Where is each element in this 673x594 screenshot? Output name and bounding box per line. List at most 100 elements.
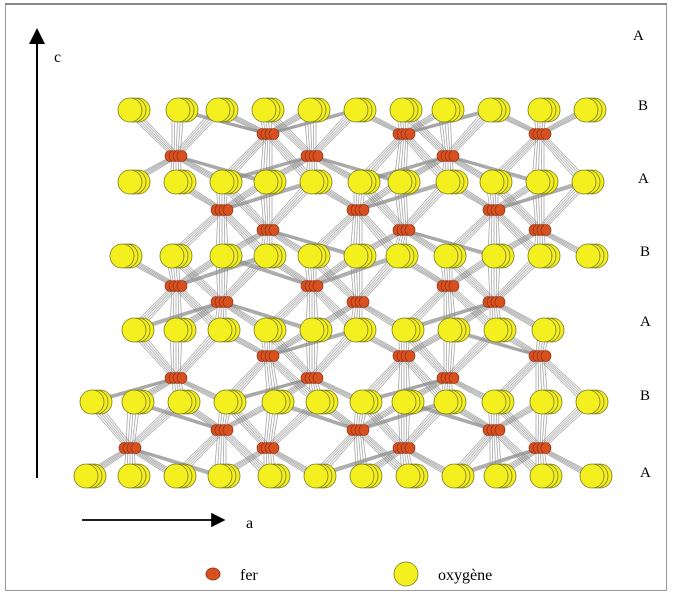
bond-line xyxy=(401,229,492,257)
oxygen-atom-disc xyxy=(529,389,555,415)
oxygen-atom-disc xyxy=(387,169,413,195)
oxygen-atom-disc xyxy=(385,243,411,269)
bond-line xyxy=(219,209,264,257)
bond-line xyxy=(359,401,450,431)
iron-atom-disc xyxy=(404,350,416,362)
bond-line xyxy=(491,209,538,257)
oxygen-atom-disc xyxy=(167,389,193,415)
bond-line xyxy=(353,255,393,303)
oxygen-atom-disc xyxy=(441,463,467,489)
bond-line xyxy=(401,355,444,403)
oxygen-atom xyxy=(305,389,339,415)
layer-labels: A B A B A B A xyxy=(633,28,651,481)
iron-atom-disc xyxy=(494,296,506,308)
iron-atom-disc xyxy=(448,372,460,384)
bond-line xyxy=(357,401,447,431)
oxygen-atom xyxy=(167,389,201,415)
bond-line xyxy=(127,401,178,449)
oxygen-atom xyxy=(579,463,613,489)
oxygen-atom xyxy=(479,169,513,195)
bond-line xyxy=(177,255,270,287)
iron-atom xyxy=(210,296,234,308)
bond-line xyxy=(219,255,264,303)
oxygen-atom-disc xyxy=(163,317,189,343)
oxygen-atom xyxy=(297,243,331,269)
oxygen-atom xyxy=(253,243,287,269)
layer-label: A xyxy=(640,314,651,330)
bond-line xyxy=(309,285,354,331)
oxygen-atom xyxy=(391,389,425,415)
iron-atom xyxy=(210,204,234,216)
oxygen-atom xyxy=(391,317,425,343)
oxygen-atom xyxy=(163,169,197,195)
oxygen-atom xyxy=(343,243,377,269)
iron-atom-disc xyxy=(448,150,460,162)
bond-line xyxy=(217,255,261,303)
oxygen-atom xyxy=(299,169,333,195)
iron-atom xyxy=(528,350,552,362)
oxygen-atom-disc xyxy=(299,317,325,343)
iron-atom-disc xyxy=(494,204,506,216)
bond-line xyxy=(537,401,586,449)
legend-iron-label: fer xyxy=(240,567,258,584)
oxygen-atom xyxy=(349,463,383,489)
oxygen-atom-disc xyxy=(481,389,507,415)
oxygen-atom-disc xyxy=(389,97,415,123)
oxygen-atom xyxy=(527,243,561,269)
oxygen-atom-disc xyxy=(209,169,235,195)
bond-line xyxy=(173,329,218,379)
oxygen-atom xyxy=(531,317,565,343)
bond-line xyxy=(175,255,267,287)
oxygen-atom-disc xyxy=(79,389,105,415)
oxygen-atom-disc xyxy=(349,389,375,415)
bond-line xyxy=(263,355,313,403)
bond-line xyxy=(489,181,579,211)
bond-line xyxy=(227,255,317,287)
bond-line xyxy=(355,401,444,431)
bond-line xyxy=(491,181,582,211)
bond-line xyxy=(443,285,491,331)
oxygen-atom-disc xyxy=(527,243,553,269)
bond-line xyxy=(219,181,310,211)
oxygen-atom-disc xyxy=(207,317,233,343)
bond-line xyxy=(313,255,402,287)
iron-atom xyxy=(528,442,552,454)
oxygen-atom-disc xyxy=(391,389,417,415)
oxygen-atom xyxy=(213,389,247,415)
bond-line xyxy=(401,133,446,183)
oxygen-atom xyxy=(483,463,517,489)
bond-line xyxy=(309,109,354,157)
iron-atom-disc xyxy=(176,280,188,292)
oxygen-atom-disc xyxy=(209,243,235,269)
iron-atoms xyxy=(118,128,552,454)
iron-atom xyxy=(300,280,324,292)
oxygen-atom-disc xyxy=(121,389,147,415)
bond-line xyxy=(263,133,307,183)
oxygen-atoms xyxy=(73,97,613,489)
bond-line xyxy=(173,285,218,331)
oxygen-atom xyxy=(109,243,143,269)
oxygen-atom xyxy=(117,463,151,489)
bond-line xyxy=(489,429,537,477)
oxygen-atom xyxy=(575,243,609,269)
oxygen-atom xyxy=(435,169,469,195)
oxygen-atom-disc xyxy=(163,169,189,195)
oxygen-atom xyxy=(299,317,333,343)
iron-atom xyxy=(300,372,324,384)
oxygen-atom-disc xyxy=(575,243,601,269)
bond-line xyxy=(177,155,270,183)
bond-line xyxy=(139,401,227,431)
iron-atom xyxy=(256,350,280,362)
iron-atom-disc xyxy=(176,372,188,384)
bond-line xyxy=(131,447,224,477)
bond-line xyxy=(175,155,267,183)
iron-atom xyxy=(392,128,416,140)
oxygen-atom xyxy=(159,243,193,269)
bond-line xyxy=(125,447,215,477)
oxygen-atom xyxy=(529,463,563,489)
oxygen-atom-disc xyxy=(305,389,331,415)
oxygen-atom-disc xyxy=(261,389,287,415)
iron-atom xyxy=(210,424,234,436)
iron-atom xyxy=(256,442,280,454)
c-axis-label: c xyxy=(54,49,61,66)
